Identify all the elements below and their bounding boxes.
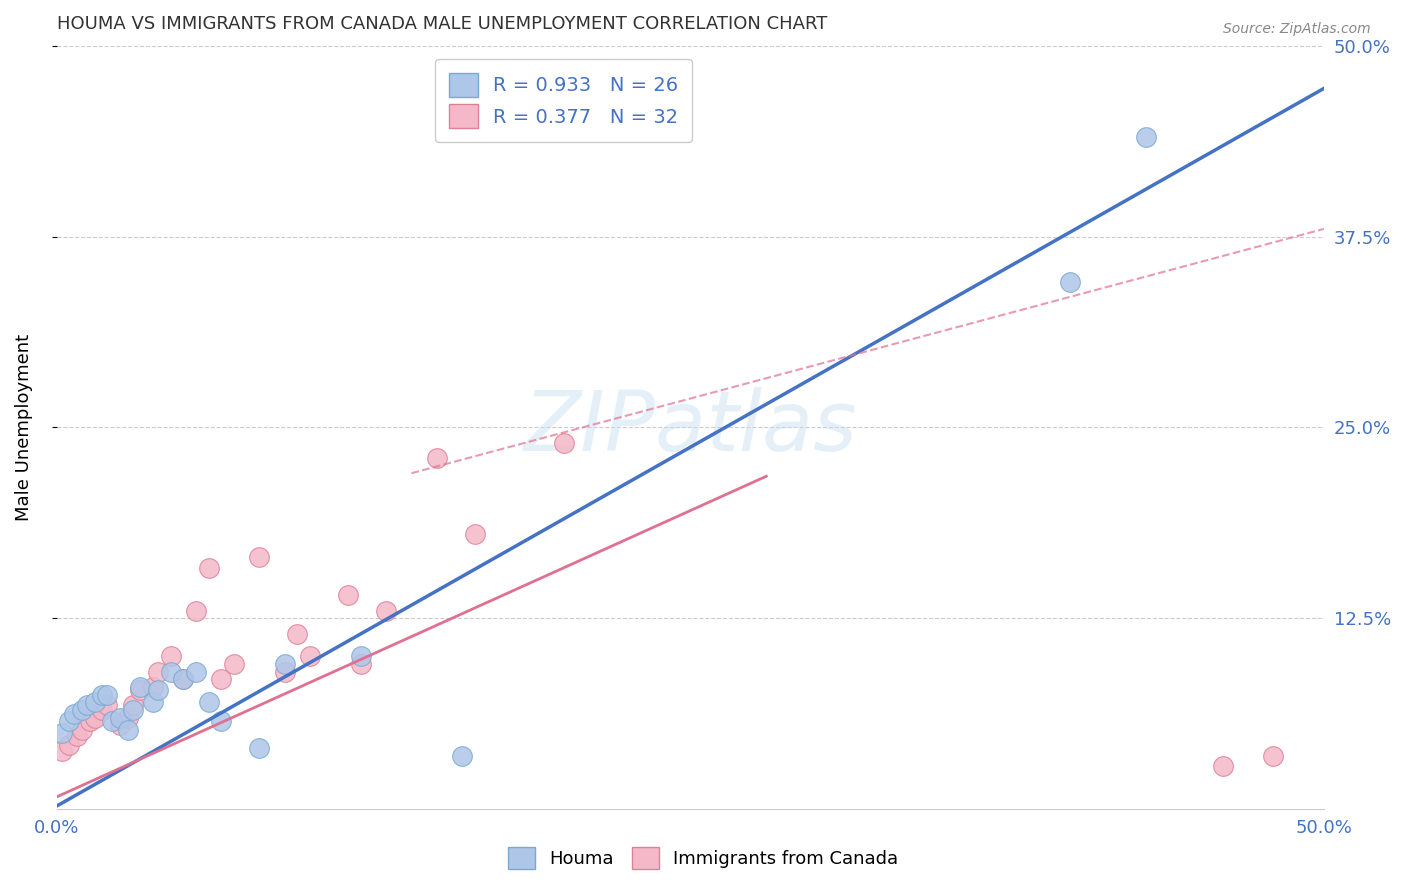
Point xyxy=(101,714,124,728)
Point xyxy=(350,649,373,664)
Text: ZIPatlas: ZIPatlas xyxy=(523,387,858,468)
Point xyxy=(129,680,152,694)
Y-axis label: Male Unemployment: Male Unemployment xyxy=(15,334,32,521)
Point xyxy=(350,657,373,671)
Point xyxy=(146,683,169,698)
Point xyxy=(1059,276,1081,290)
Point xyxy=(91,703,114,717)
Point xyxy=(247,741,270,756)
Point xyxy=(1135,130,1157,145)
Point xyxy=(299,649,322,664)
Point xyxy=(83,710,105,724)
Point xyxy=(464,527,486,541)
Point xyxy=(197,561,219,575)
Point xyxy=(142,680,165,694)
Point xyxy=(117,710,139,724)
Point xyxy=(121,703,143,717)
Legend: R = 0.933   N = 26, R = 0.377   N = 32: R = 0.933 N = 26, R = 0.377 N = 32 xyxy=(434,59,692,142)
Point xyxy=(129,683,152,698)
Point xyxy=(66,729,89,743)
Point xyxy=(58,714,80,728)
Point xyxy=(146,665,169,679)
Point xyxy=(63,707,86,722)
Point xyxy=(51,744,73,758)
Point xyxy=(274,665,297,679)
Point xyxy=(159,649,181,664)
Point xyxy=(51,726,73,740)
Point xyxy=(83,695,105,709)
Point xyxy=(91,688,114,702)
Point xyxy=(209,673,232,687)
Legend: Houma, Immigrants from Canada: Houma, Immigrants from Canada xyxy=(499,838,907,879)
Point xyxy=(247,550,270,565)
Point xyxy=(121,698,143,713)
Point xyxy=(451,748,474,763)
Point xyxy=(70,723,93,737)
Point xyxy=(58,738,80,752)
Point xyxy=(375,604,398,618)
Point xyxy=(96,698,118,713)
Point xyxy=(184,604,207,618)
Point xyxy=(108,718,131,732)
Point xyxy=(197,695,219,709)
Point xyxy=(172,673,194,687)
Point xyxy=(108,710,131,724)
Point xyxy=(76,698,98,713)
Point xyxy=(426,450,449,465)
Point xyxy=(70,703,93,717)
Point xyxy=(222,657,245,671)
Point xyxy=(172,673,194,687)
Point xyxy=(184,665,207,679)
Point xyxy=(274,657,297,671)
Point xyxy=(142,695,165,709)
Point xyxy=(79,714,101,728)
Point xyxy=(287,626,309,640)
Text: Source: ZipAtlas.com: Source: ZipAtlas.com xyxy=(1223,22,1371,37)
Point xyxy=(117,723,139,737)
Text: HOUMA VS IMMIGRANTS FROM CANADA MALE UNEMPLOYMENT CORRELATION CHART: HOUMA VS IMMIGRANTS FROM CANADA MALE UNE… xyxy=(56,15,827,33)
Point xyxy=(159,665,181,679)
Point xyxy=(96,688,118,702)
Point xyxy=(1212,759,1234,773)
Point xyxy=(553,435,575,450)
Point xyxy=(337,588,360,602)
Point xyxy=(1263,748,1285,763)
Point xyxy=(209,714,232,728)
